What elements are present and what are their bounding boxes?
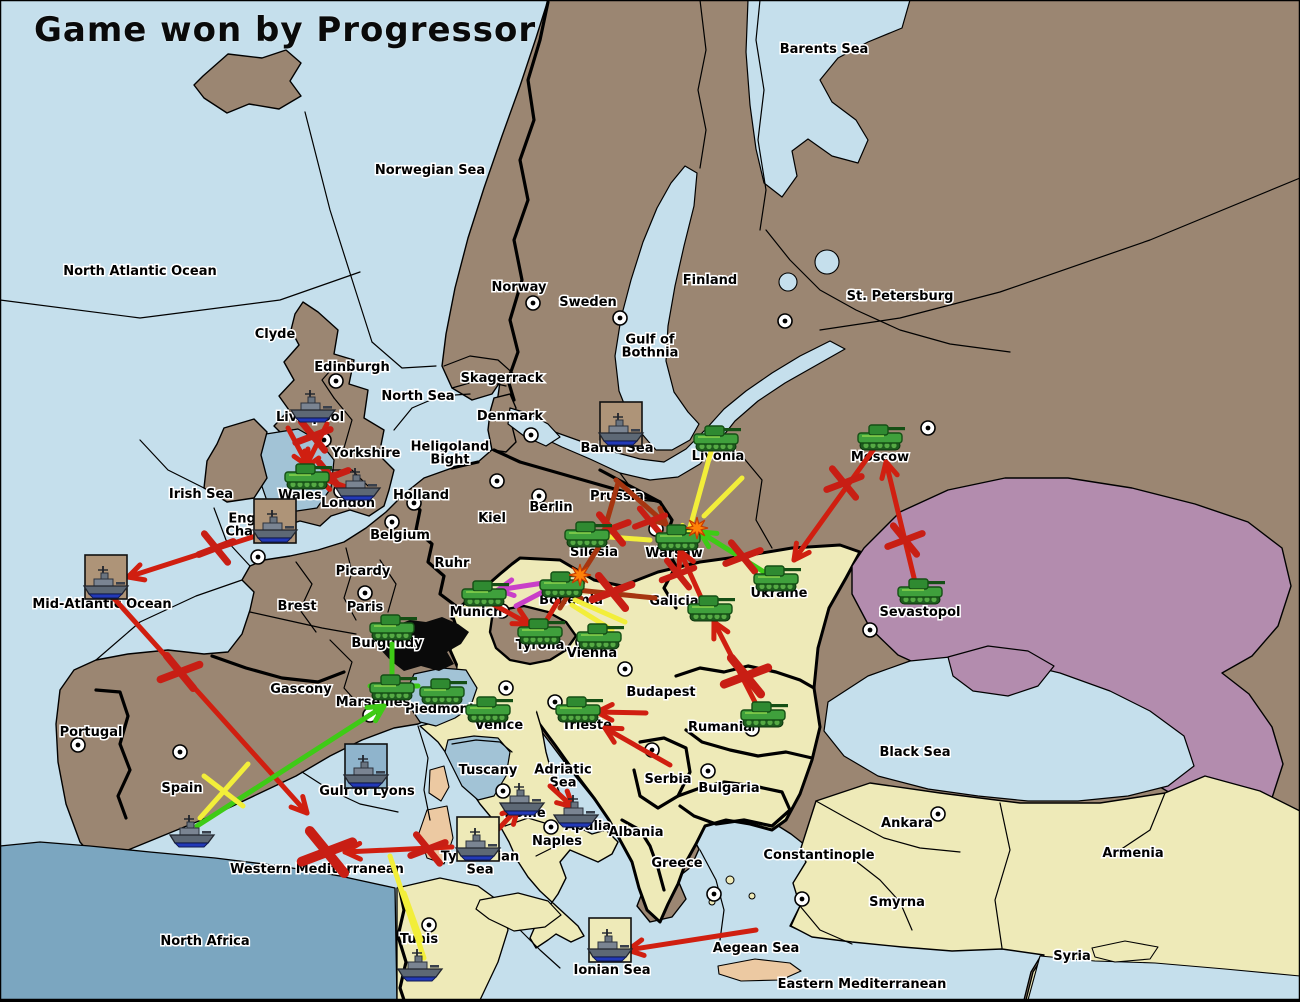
fleet-unit-mid-atlantic-ocean[interactable] (84, 555, 128, 599)
explosion-icon (686, 517, 708, 539)
supply-center-dot (173, 745, 187, 759)
supply-center-dot (251, 550, 265, 564)
province-label-belgium: Belgium (370, 528, 430, 543)
province-label-ankara: Ankara (881, 816, 933, 831)
supply-center-dot (385, 515, 399, 529)
province-label-spain: Spain (161, 781, 202, 796)
province-label-paris: Paris (347, 600, 384, 615)
province-label-western-mediterranean: Western Mediterranean (230, 862, 404, 877)
province-label-albania: Albania (608, 825, 663, 840)
supply-center-dot (71, 738, 85, 752)
province-label-syria: Syria (1053, 949, 1090, 964)
province-label-st-petersburg: St. Petersburg (847, 289, 954, 304)
province-label-black-sea: Black Sea (880, 745, 951, 760)
province-label-greece: Greece (651, 856, 702, 871)
aegean-isle (749, 893, 755, 899)
province-label-north-atlantic-ocean: North Atlantic Ocean (63, 264, 216, 279)
province-label-sweden: Sweden (559, 295, 617, 310)
province-label-denmark: Denmark (477, 409, 544, 424)
fleet-unit-gulf-of-lyons[interactable] (344, 744, 388, 788)
province-label-brest: Brest (277, 599, 316, 614)
supply-center-dot (778, 314, 792, 328)
fleet-unit-english-channel[interactable] (253, 499, 297, 543)
supply-center-dot (358, 586, 372, 600)
supply-center-dot (499, 681, 513, 695)
province-label-clyde: Clyde (255, 327, 296, 342)
supply-center-dot (795, 892, 809, 906)
supply-center-dot (526, 296, 540, 310)
province-label-bulgaria: Bulgaria (698, 781, 759, 796)
province-label-norwegian-sea: Norwegian Sea (375, 163, 485, 178)
supply-center-dot (490, 474, 504, 488)
province-label-kiel: Kiel (478, 511, 506, 526)
supply-center-dot (863, 623, 877, 637)
supply-center-dot (921, 421, 935, 435)
province-label-constantinople: Constantinople (763, 848, 874, 863)
supply-center-dot (618, 662, 632, 676)
province-label-eastern-mediterranean: Eastern Mediterranean (778, 977, 947, 992)
aegean-isle (726, 876, 734, 884)
province-label-tuscany: Tuscany (459, 763, 518, 778)
province-label-skagerrack: Skagerrack (461, 371, 544, 386)
province-label-armenia: Armenia (1102, 846, 1163, 861)
province-label-yorkshire: Yorkshire (331, 446, 401, 461)
lake (779, 273, 797, 291)
province-label-gascony: Gascony (270, 682, 332, 697)
province-label-moscow: Moscow (851, 450, 909, 465)
province-label-north-sea: North Sea (381, 389, 454, 404)
province-label-ruhr: Ruhr (435, 556, 471, 571)
supply-center-dot (422, 918, 436, 932)
supply-center-dot (707, 887, 721, 901)
province-label-aegean-sea: Aegean Sea (713, 941, 800, 956)
province-label-irish-sea: Irish Sea (169, 487, 233, 502)
province-label-finland: Finland (683, 273, 737, 288)
fleet-unit-ionian-sea[interactable] (588, 918, 632, 962)
supply-center-dot (613, 311, 627, 325)
province-label-smyrna: Smyrna (869, 895, 925, 910)
province-label-budapest: Budapest (626, 685, 695, 700)
province-label-barents-sea: Barents Sea (780, 42, 869, 57)
province-label-picardy: Picardy (336, 564, 391, 579)
province-label-ionian-sea: Ionian Sea (574, 963, 651, 978)
fleet-unit-baltic-sea[interactable] (599, 402, 643, 446)
province-label-holland: Holland (393, 488, 449, 503)
supply-center-dot (701, 764, 715, 778)
supply-center-dot (496, 784, 510, 798)
supply-center-dot (524, 428, 538, 442)
fleet-unit-tyrrhenian-sea[interactable] (456, 817, 500, 861)
province-label-norway: Norway (491, 280, 547, 295)
province-label-sevastopol: Sevastopol (879, 605, 960, 620)
explosion-icon (569, 564, 591, 586)
province-label-serbia: Serbia (644, 772, 691, 787)
province-label-portugal: Portugal (60, 725, 123, 740)
supply-center-dot (329, 374, 343, 388)
province-label-berlin: Berlin (529, 500, 572, 515)
province-label-edinburgh: Edinburgh (314, 360, 389, 375)
supply-center-dot (544, 820, 558, 834)
province-label-rumania: Rumania (688, 720, 752, 735)
province-label-north-africa: North Africa (160, 934, 249, 949)
province-label-naples: Naples (532, 834, 582, 849)
lake (815, 250, 839, 274)
supply-center-dot (931, 807, 945, 821)
